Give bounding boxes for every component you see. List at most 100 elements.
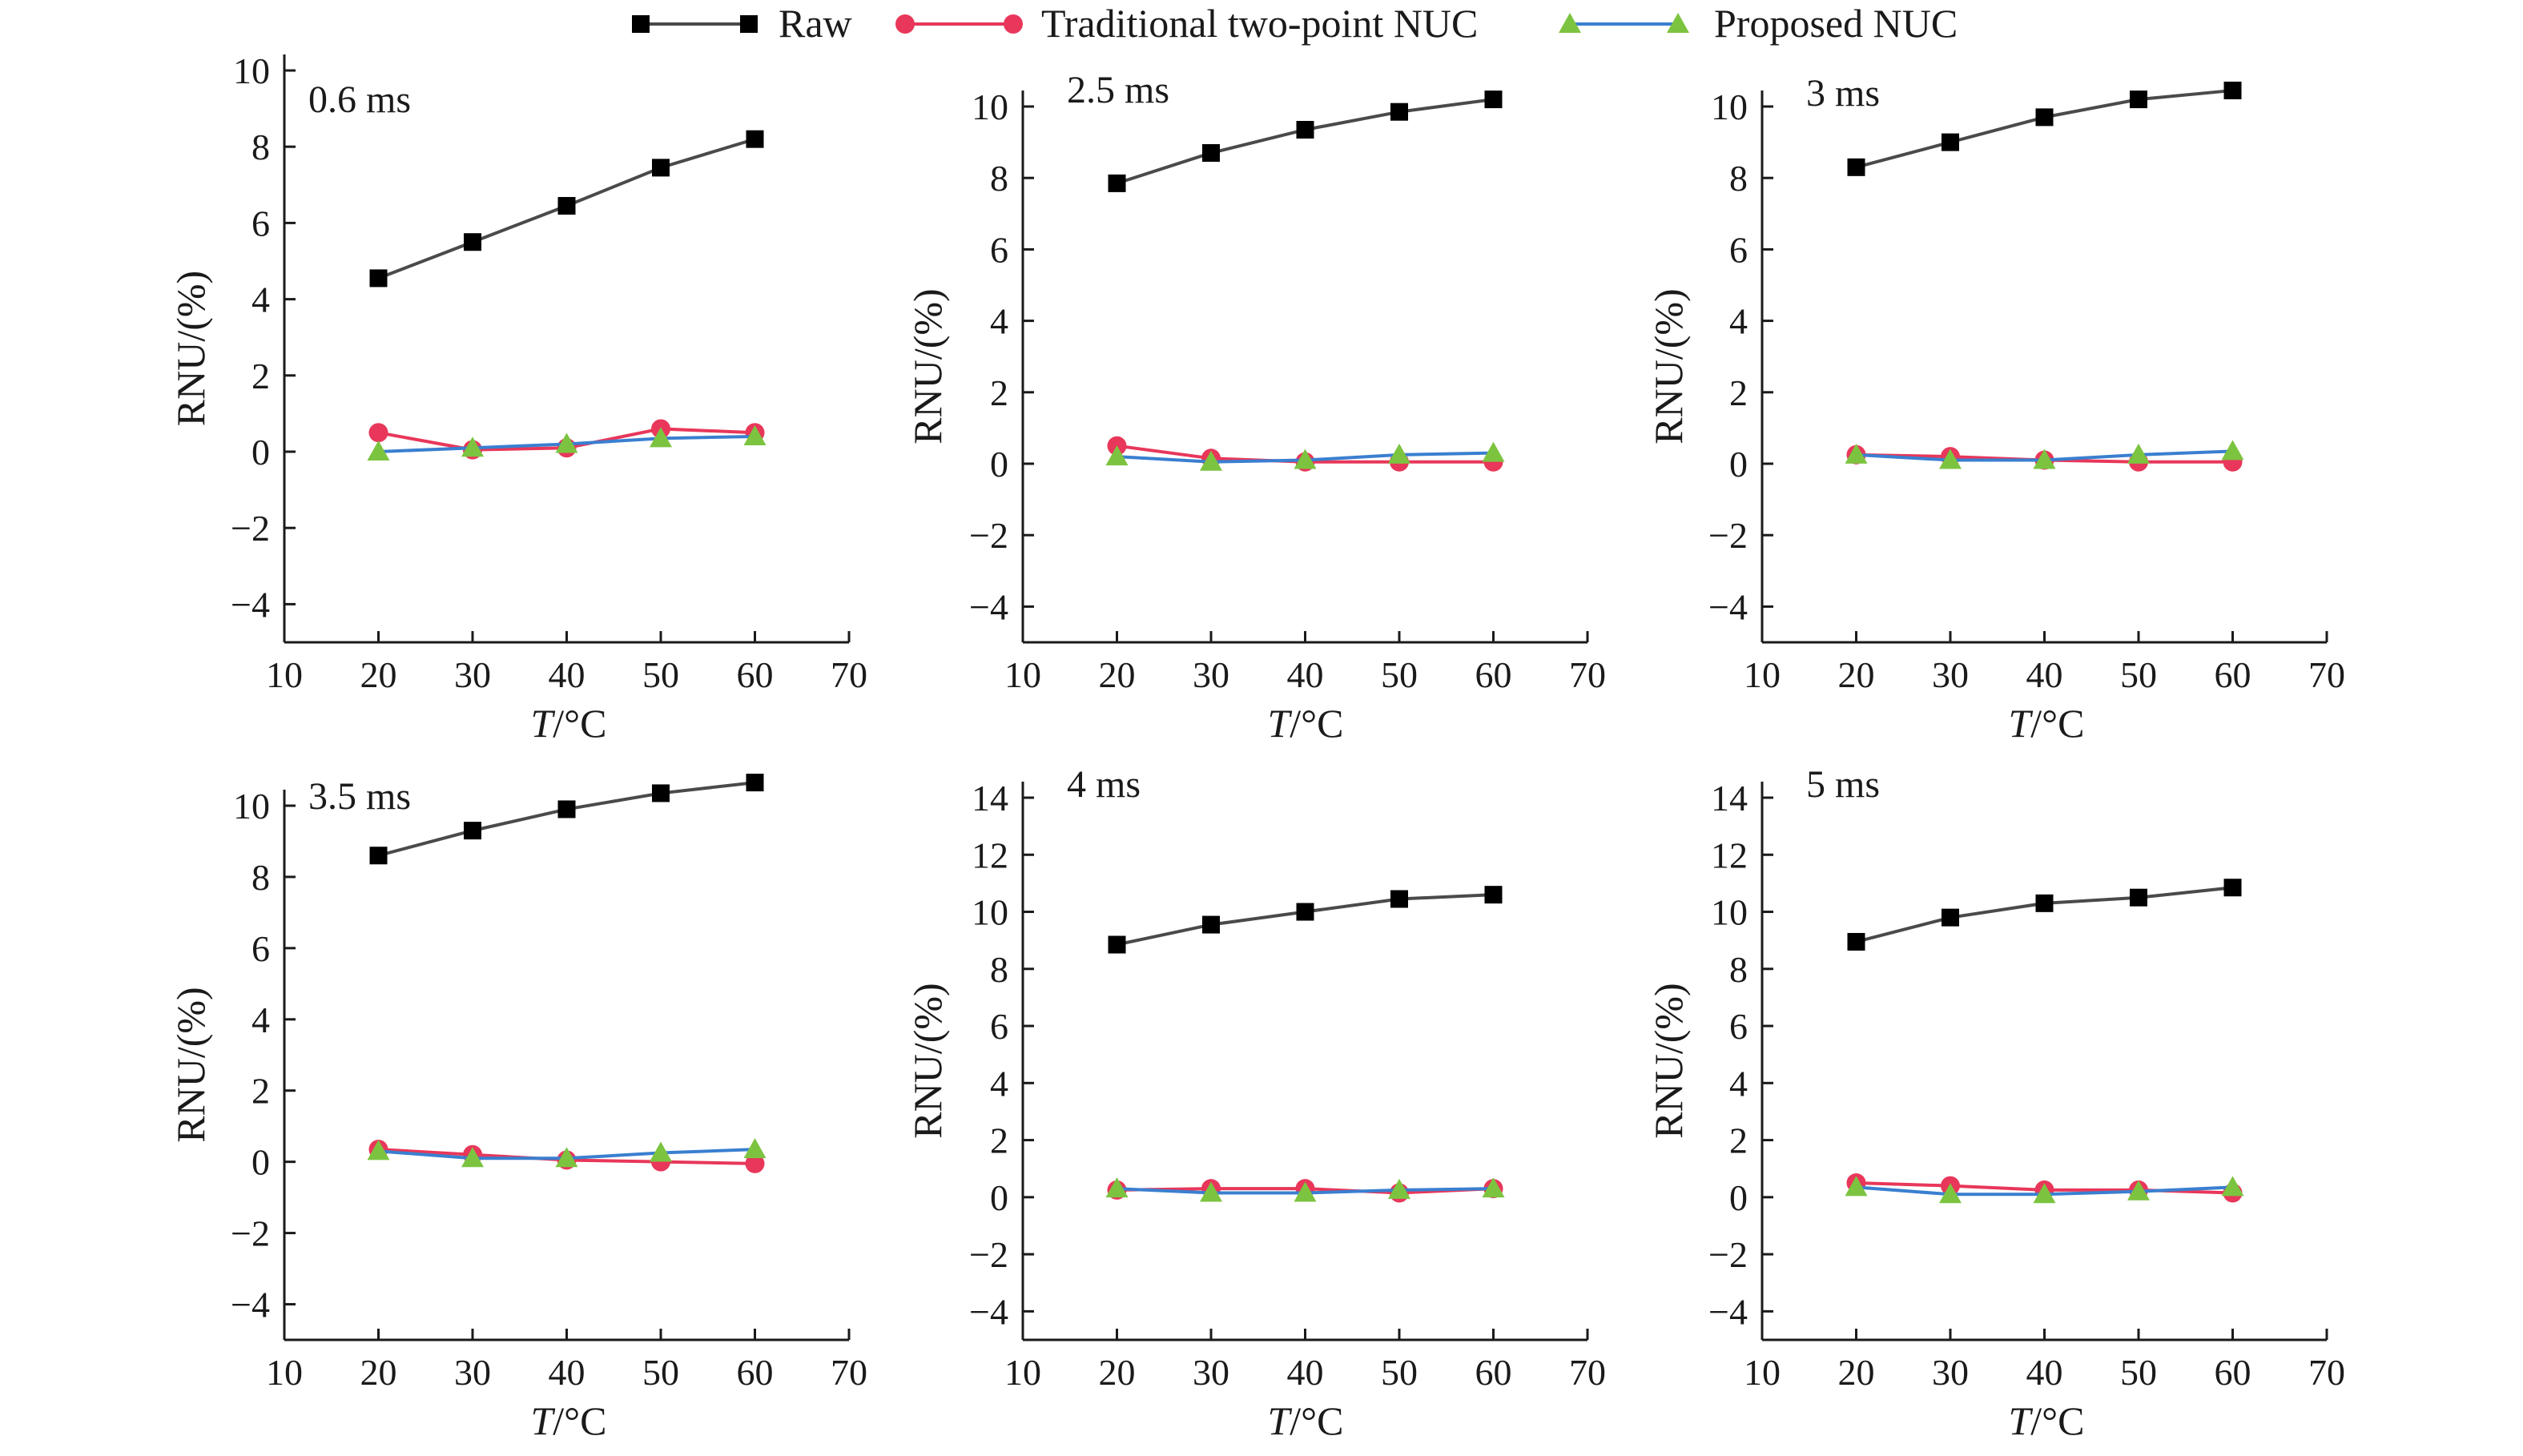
y-tick-label: 10	[233, 50, 270, 91]
data-point	[555, 1147, 578, 1168]
y-tick-label: 0	[990, 1177, 1008, 1218]
x-axis-label: T/°C	[2008, 701, 2084, 746]
y-tick-label: 2	[990, 372, 1008, 413]
x-tick-label: 20	[1099, 1352, 1136, 1393]
series-0	[1108, 90, 1503, 192]
x-axis-label-unit: /°C	[553, 1398, 606, 1443]
legend-label: Traditional two-point NUC	[1041, 1, 1478, 46]
x-tick-label: 50	[2120, 654, 2157, 695]
y-tick-label: −4	[1708, 586, 1748, 627]
x-tick-label: 20	[360, 654, 397, 695]
data-point	[1390, 103, 1408, 121]
panel-title: 5 ms	[1806, 763, 1880, 806]
legend-label: Raw	[779, 1, 852, 46]
data-point	[368, 423, 388, 443]
x-tick-label: 30	[1932, 1352, 1969, 1393]
x-axis-label: T/°C	[530, 701, 606, 746]
x-tick-label: 60	[2215, 654, 2251, 695]
series-2	[1105, 1177, 1505, 1202]
series-line	[377, 781, 755, 858]
x-tick-label: 50	[642, 654, 679, 695]
x-axis-label: T/°C	[1267, 1398, 1343, 1443]
x-tick-label: 60	[737, 654, 774, 695]
legend-marker	[1004, 14, 1023, 34]
series-0	[369, 774, 764, 865]
y-tick-label: 4	[251, 280, 270, 320]
data-point	[461, 1147, 484, 1168]
data-point	[367, 440, 390, 461]
data-point	[367, 1140, 390, 1160]
legend-marker	[895, 14, 915, 34]
x-tick-label: 70	[2308, 654, 2345, 695]
x-axis-label-var: T	[1267, 701, 1292, 746]
data-point	[1296, 120, 1314, 139]
chart-panel: −4 −2 0 2 4 6 8 10 10 20 30 40 50 60 70 3.5 ms T/°C RNU/(…	[168, 774, 867, 1443]
x-tick-label: 20	[1099, 654, 1136, 695]
y-tick-label: 8	[1729, 949, 1748, 990]
y-tick-label: 0	[990, 444, 1008, 485]
x-tick-label: 50	[2120, 1352, 2157, 1393]
data-point	[1484, 886, 1503, 904]
legend-item: Traditional two-point NUC	[895, 1, 1478, 46]
x-axis-label-unit: /°C	[1290, 701, 1343, 746]
y-tick-label: −2	[1708, 1234, 1748, 1275]
legend-item: Proposed NUC	[1559, 1, 1958, 46]
data-point	[743, 1138, 767, 1159]
data-point	[1845, 1176, 1868, 1197]
data-point	[1390, 890, 1408, 908]
chart-panel: −4 −2 0 2 4 6 8 10 12 14 10 20 30 40 50 60 70 5 ms T/°C RNU…	[1646, 763, 2345, 1443]
panel-title: 2.5 ms	[1067, 69, 1169, 111]
x-tick-label: 40	[2026, 654, 2063, 695]
y-axis-label: RNU/(%)	[168, 987, 213, 1142]
x-tick-label: 40	[549, 1352, 585, 1393]
y-axis-label: RNU/(%)	[168, 271, 213, 426]
legend-marker	[740, 15, 758, 33]
data-point	[1482, 1177, 1505, 1198]
y-tick-label: 10	[233, 786, 270, 827]
y-tick-label: 8	[251, 857, 270, 898]
data-point	[1939, 1183, 1962, 1204]
y-tick-label: 8	[1729, 158, 1748, 199]
x-tick-label: 10	[1744, 1352, 1781, 1393]
x-tick-label: 10	[266, 1352, 303, 1393]
x-tick-label: 10	[1004, 1352, 1041, 1393]
data-point	[2221, 440, 2244, 461]
data-point	[1105, 1177, 1129, 1198]
data-point	[1484, 90, 1503, 109]
y-tick-label: 0	[1729, 1177, 1748, 1218]
data-point	[2033, 1183, 2056, 1204]
y-tick-label: 2	[990, 1120, 1008, 1161]
y-tick-label: 4	[990, 1063, 1008, 1104]
x-tick-label: 20	[360, 1352, 397, 1393]
data-point	[1296, 903, 1314, 921]
series-line	[1116, 98, 1494, 185]
x-tick-label: 40	[549, 654, 585, 695]
x-tick-label: 10	[1004, 654, 1041, 695]
data-point	[1200, 450, 1222, 471]
x-tick-label: 70	[1569, 654, 1606, 695]
y-tick-label: 6	[1729, 229, 1748, 270]
data-point	[1388, 443, 1410, 464]
data-point	[464, 822, 481, 840]
y-tick-label: 4	[1729, 301, 1748, 342]
data-point	[1294, 1181, 1317, 1202]
y-tick-label: 8	[990, 158, 1008, 199]
x-tick-label: 70	[1569, 1352, 1606, 1393]
y-tick-label: −4	[969, 586, 1008, 627]
series-2	[1105, 441, 1505, 471]
x-axis-label-unit: /°C	[1290, 1398, 1343, 1443]
data-point	[464, 233, 481, 251]
panel-title: 4 ms	[1067, 763, 1141, 806]
data-point	[2035, 894, 2054, 912]
data-point	[1108, 935, 1126, 954]
x-tick-label: 10	[266, 654, 303, 695]
data-point	[2130, 888, 2147, 907]
x-tick-label: 30	[1932, 654, 1969, 695]
data-point	[652, 784, 670, 802]
series-line	[1855, 88, 2233, 169]
chart-panel: −4 −2 0 2 4 6 8 10 10 20 30 40 50 60 70 2.5 ms T/°C RNU/(…	[905, 69, 1606, 746]
x-tick-label: 40	[1287, 654, 1324, 695]
data-point	[2130, 90, 2147, 109]
data-point	[1847, 932, 1865, 951]
series-2	[1845, 440, 2244, 469]
